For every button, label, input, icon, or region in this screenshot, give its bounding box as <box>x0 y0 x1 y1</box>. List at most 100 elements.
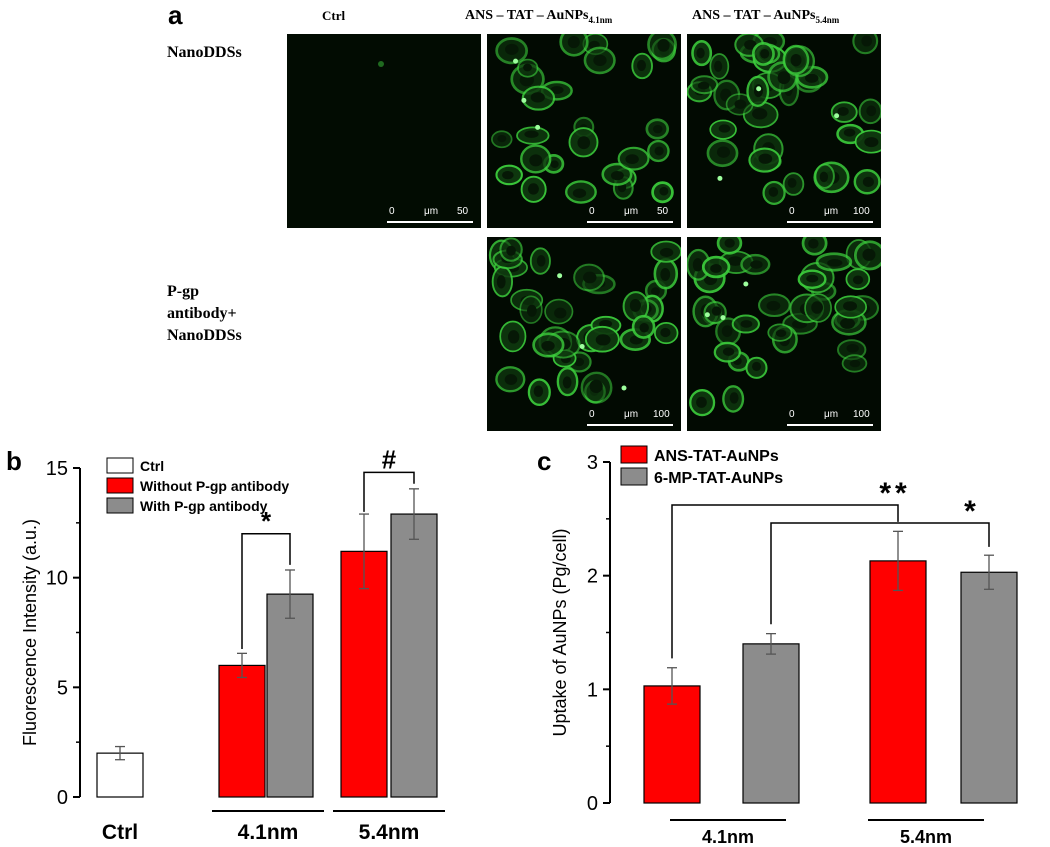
cell-nucleus <box>710 264 722 273</box>
legend-swatch <box>106 497 134 514</box>
bright-spot <box>521 97 527 103</box>
cell-nucleus <box>610 170 624 181</box>
cell-nucleus <box>805 73 819 83</box>
cell-nucleus <box>843 301 858 311</box>
cell-nucleus <box>750 260 763 269</box>
cell-nucleus <box>740 320 753 328</box>
cell-nucleus <box>734 99 747 109</box>
y-axis-label: Fluorescence Intensity (a.u.) <box>20 519 40 746</box>
group-label: 5.4nm <box>900 827 952 847</box>
bright-spot <box>717 175 723 181</box>
cells-54nm-row1 <box>687 34 881 205</box>
cell-nucleus <box>721 325 733 338</box>
legend-swatch <box>620 445 648 464</box>
group-label: 4.1nm <box>238 821 299 844</box>
cell-nucleus <box>497 134 507 143</box>
micrograph-54nm-nanoddss: 0 μm 100 <box>687 34 881 228</box>
cell-nucleus <box>787 178 797 188</box>
bar <box>742 643 800 804</box>
significance-mark: * <box>964 495 976 528</box>
cell-nucleus <box>595 334 611 346</box>
y-tick-label: 1 <box>587 679 598 701</box>
cell-nucleus <box>629 298 641 312</box>
cell-nucleus <box>729 392 739 404</box>
cell-nucleus <box>567 36 580 49</box>
cell-nucleus <box>660 267 671 281</box>
cell-nucleus <box>506 245 516 256</box>
cell-nucleus <box>502 170 514 180</box>
legend-swatch <box>106 477 134 494</box>
cell-nucleus <box>660 327 671 338</box>
cells-41nm-row2 <box>488 237 681 406</box>
bright-spot <box>535 124 541 130</box>
cell-nucleus <box>840 318 855 329</box>
cell-nucleus <box>861 35 873 47</box>
micrograph-41nm-nanoddss: 0 μm 50 <box>487 34 681 228</box>
cell-nucleus <box>827 259 843 267</box>
legend-label: 6-MP-TAT-AuNPs <box>654 470 783 487</box>
micrograph-ctrl: 0 μm 50 <box>287 34 481 228</box>
bar <box>869 560 927 804</box>
cell-nucleus <box>864 137 879 148</box>
cells-54nm-row2 <box>687 237 881 417</box>
cell-nucleus <box>697 81 710 90</box>
legend-label: ANS-TAT-AuNPs <box>654 448 779 465</box>
cells-41nm-row1 <box>491 34 677 204</box>
chart-c: 0 1 2 3 Uptake of AuNPs (Pg/cell) 4.1nm 5.4nm *… <box>550 445 1018 847</box>
bar <box>643 685 701 804</box>
cell-nucleus <box>718 124 731 133</box>
significance-bracket <box>770 522 990 625</box>
cell-nucleus <box>639 322 649 333</box>
y-tick-label: 5 <box>57 677 68 699</box>
bar <box>390 513 438 798</box>
cell-nucleus <box>811 301 823 314</box>
cell-nucleus <box>536 255 546 267</box>
micrograph-41nm-antibody: 0 μm 100 <box>487 237 681 431</box>
bright-spot <box>756 86 762 92</box>
y-axis-label: Uptake of AuNPs (Pg/cell) <box>550 528 570 736</box>
cell-nucleus <box>530 92 545 103</box>
cell-nucleus <box>852 275 864 285</box>
cell-nucleus <box>808 238 819 249</box>
cell-nucleus <box>806 274 819 283</box>
bar <box>960 571 1018 804</box>
cell-nucleus <box>554 307 567 319</box>
cell-nucleus <box>541 340 555 351</box>
cell-nucleus <box>866 105 877 117</box>
cell-nucleus <box>744 39 757 50</box>
bar <box>340 550 388 798</box>
panel-a-letter: a <box>168 0 183 30</box>
cell-nucleus <box>577 136 591 150</box>
cell-nucleus <box>752 108 768 120</box>
cell-nucleus <box>599 319 613 328</box>
cell-nucleus <box>593 54 607 67</box>
significance-mark: ** <box>879 477 910 510</box>
cell-nucleus <box>728 256 743 266</box>
panel-c-letter: c <box>537 446 552 476</box>
cell-nucleus <box>526 304 537 317</box>
cell-nucleus <box>505 43 519 55</box>
y-tick-label: 0 <box>57 787 68 809</box>
cell-nucleus <box>533 385 544 397</box>
cell-nucleus <box>529 154 543 167</box>
cell-nucleus <box>583 271 597 284</box>
cell-nucleus <box>758 153 773 164</box>
cell-nucleus <box>659 247 674 258</box>
legend-swatch <box>106 457 134 474</box>
group-label: 5.4nm <box>359 821 420 844</box>
cell-nucleus <box>752 361 762 371</box>
cell-nucleus <box>589 379 603 393</box>
cell-nucleus <box>507 330 520 344</box>
col-label-41nm: ANS – TAT – AuNPs4.1nm <box>465 8 613 25</box>
significance-mark: * <box>261 506 272 536</box>
cell-nucleus <box>819 171 829 183</box>
cell-nucleus <box>692 258 703 272</box>
micrograph-54nm-antibody: 0 μm 100 <box>687 237 881 431</box>
legend-label: Without P-gp antibody <box>140 478 289 494</box>
cell-nucleus <box>528 183 539 195</box>
bar <box>96 752 144 798</box>
cell-nucleus <box>766 300 781 311</box>
cell-nucleus <box>777 71 791 85</box>
bright-spot <box>834 113 840 119</box>
cell-nucleus <box>790 53 802 67</box>
